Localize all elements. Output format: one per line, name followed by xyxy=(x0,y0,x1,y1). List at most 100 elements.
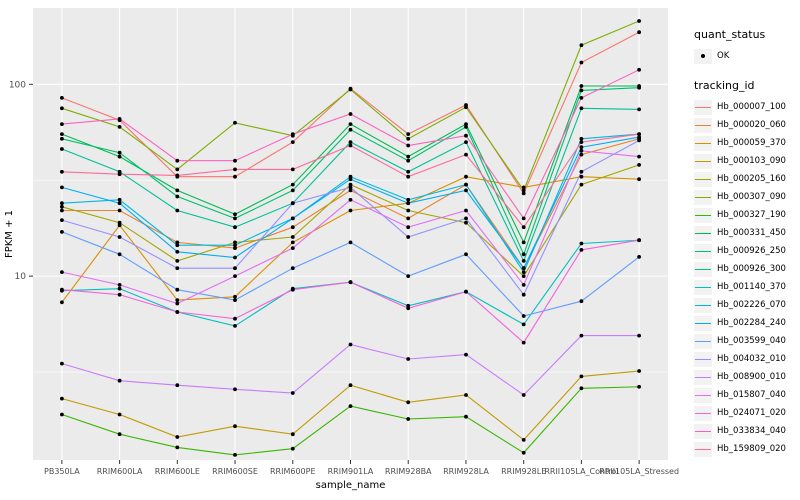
plot-legend: quant_status OK tracking_id Hb_000007_10… xyxy=(694,28,800,472)
data-point xyxy=(233,225,237,230)
legend-item-label: Hb_008900_010 xyxy=(717,372,786,382)
data-point xyxy=(348,383,353,388)
data-point xyxy=(406,306,411,311)
data-point xyxy=(521,283,526,287)
legend-key-box xyxy=(694,261,712,277)
legend-line-swatch xyxy=(695,251,711,252)
legend-line-swatch xyxy=(695,215,711,216)
data-point xyxy=(406,158,411,163)
legend-item-Hb_015807_040: Hb_015807_040 xyxy=(694,386,800,404)
data-point xyxy=(406,274,411,278)
data-point xyxy=(464,122,468,126)
data-point xyxy=(175,158,180,163)
data-point xyxy=(464,152,468,157)
legend-line-swatch xyxy=(695,197,711,198)
data-point xyxy=(521,292,526,297)
data-point xyxy=(637,19,641,23)
legend-key-box xyxy=(694,387,712,403)
axis-ticks xyxy=(29,83,640,464)
legend-item-label: Hb_000331_450 xyxy=(717,228,786,238)
x-tick-label: RRIM901LA xyxy=(328,467,374,476)
data-point xyxy=(60,106,64,111)
data-point xyxy=(637,107,641,112)
data-point xyxy=(406,132,411,137)
y-axis-title: FPKM + 1 xyxy=(4,210,15,258)
data-point xyxy=(175,310,180,314)
data-point xyxy=(175,188,180,193)
data-point xyxy=(233,453,237,457)
legend-line-swatch xyxy=(695,161,711,162)
data-point xyxy=(233,294,237,299)
legend-item-label: Hb_004032_010 xyxy=(717,354,786,364)
data-point xyxy=(60,147,64,151)
data-point xyxy=(637,135,641,140)
data-point xyxy=(406,154,411,159)
data-point xyxy=(637,67,641,72)
legend-item-Hb_001140_370: Hb_001140_370 xyxy=(694,278,800,296)
data-points xyxy=(60,19,641,457)
data-point xyxy=(175,287,180,292)
data-point xyxy=(60,230,64,234)
data-point xyxy=(521,438,526,442)
legend-key-box xyxy=(694,405,712,421)
data-point xyxy=(290,287,295,292)
x-tick-label: RRIM600SE xyxy=(212,467,258,476)
legend-item-label: Hb_002226_070 xyxy=(717,300,786,310)
data-point xyxy=(290,188,295,193)
legend-item-Hb_008900_010: Hb_008900_010 xyxy=(694,368,800,386)
legend-item-Hb_000020_060: Hb_000020_060 xyxy=(694,116,800,134)
x-tick-label: RRIM928LA xyxy=(443,467,489,476)
legend-key-box xyxy=(694,99,712,115)
data-point xyxy=(60,201,64,206)
data-point xyxy=(117,235,122,239)
data-point xyxy=(521,259,526,263)
data-point xyxy=(117,125,122,129)
data-point xyxy=(233,240,237,245)
quant-status-legend-title: quant_status xyxy=(694,28,766,41)
legend-item-label: Hb_000103_090 xyxy=(717,156,786,166)
legend-key-box xyxy=(694,315,712,331)
data-point xyxy=(117,292,122,297)
data-point xyxy=(348,140,353,145)
data-point xyxy=(637,177,641,182)
data-point xyxy=(464,182,468,187)
data-point xyxy=(521,314,526,318)
legend-key-box xyxy=(694,153,712,169)
data-point xyxy=(175,301,180,306)
legend-item-label: Hb_000205_160 xyxy=(717,174,786,184)
data-point xyxy=(521,185,526,190)
data-point xyxy=(348,127,353,132)
legend-line-swatch xyxy=(695,143,711,144)
data-point xyxy=(117,252,122,257)
data-point xyxy=(290,240,295,245)
data-point xyxy=(60,122,64,126)
data-point xyxy=(233,246,237,251)
data-point xyxy=(521,270,526,274)
data-point xyxy=(117,223,122,228)
data-point xyxy=(60,300,64,305)
data-point xyxy=(464,393,468,397)
data-point xyxy=(233,212,237,217)
data-point xyxy=(464,414,468,419)
data-point xyxy=(117,150,122,155)
data-point xyxy=(175,298,180,302)
data-point xyxy=(175,445,180,450)
data-point xyxy=(406,136,411,141)
data-point xyxy=(637,154,641,159)
tracking-id-legend-items: Hb_000007_100 Hb_000020_060 Hb_000059_370 H… xyxy=(694,98,800,458)
data-point xyxy=(521,393,526,397)
legend-key-box xyxy=(694,423,712,439)
x-axis-title: sample_name xyxy=(316,480,386,491)
data-point xyxy=(233,243,237,248)
data-point xyxy=(117,286,122,291)
data-point xyxy=(579,84,584,88)
data-point xyxy=(175,167,180,172)
data-point xyxy=(348,342,353,347)
data-point xyxy=(521,266,526,271)
data-point xyxy=(60,169,64,174)
data-point xyxy=(521,274,526,278)
data-point xyxy=(579,60,584,65)
data-point xyxy=(290,167,295,172)
data-point xyxy=(117,154,122,159)
data-point xyxy=(290,132,295,137)
